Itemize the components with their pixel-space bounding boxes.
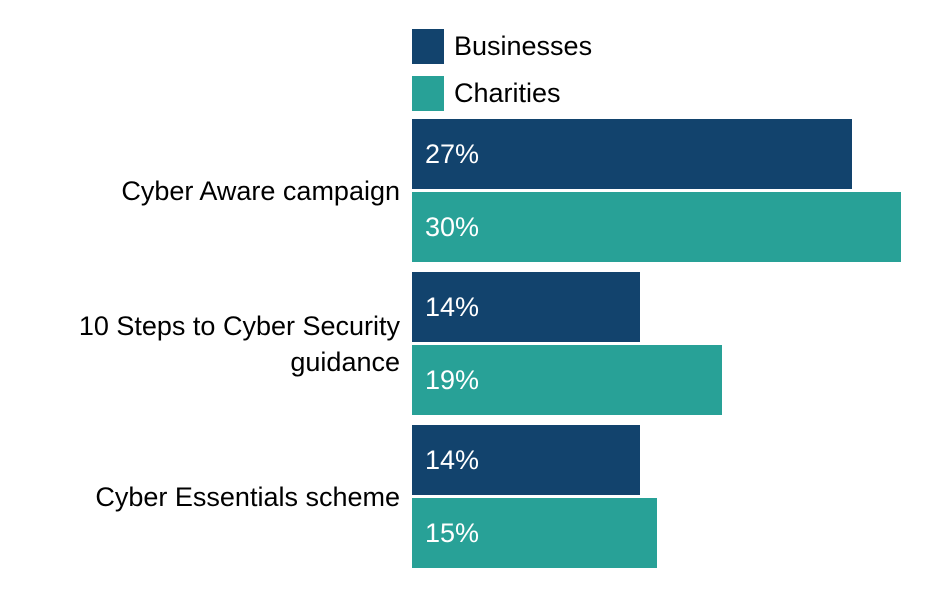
legend-item-charities: Charities [412, 76, 592, 111]
category-label-3: Cyber Essentials scheme [95, 481, 400, 512]
legend-label-businesses: Businesses [454, 31, 593, 61]
legend-label-charities: Charities [454, 78, 561, 108]
bar-charities-3: 15% [412, 498, 657, 568]
bar-value-label: 14% [425, 291, 480, 322]
bar-businesses-3: 14% [412, 425, 640, 495]
bar-pair-3: 14% 15% [412, 425, 657, 568]
bar-value-label: 30% [425, 211, 480, 242]
category-label-1: Cyber Aware campaign [121, 175, 400, 206]
bar-value-label: 15% [425, 517, 480, 548]
chart-group-2: 10 Steps to Cyber Security guidance 14% 19… [0, 272, 950, 415]
legend-swatch-charities [412, 76, 444, 111]
bar-value-label: 14% [425, 444, 480, 475]
chart-group-1: Cyber Aware campaign 27% 30% [0, 119, 950, 262]
category-label-2: 10 Steps to Cyber Security guidance [78, 310, 400, 377]
bar-charities-2: 19% [412, 345, 722, 415]
bar-value-label: 19% [425, 364, 480, 395]
bar-pair-1: 27% 30% [412, 119, 901, 262]
bar-value-label: 27% [425, 138, 480, 169]
legend: Businesses Charities [412, 29, 592, 123]
bar-businesses-1: 27% [412, 119, 852, 189]
bar-pair-2: 14% 19% [412, 272, 722, 415]
chart-group-3: Cyber Essentials scheme 14% 15% [0, 425, 950, 568]
legend-swatch-businesses [412, 29, 444, 64]
bar-businesses-2: 14% [412, 272, 640, 342]
bar-charities-1: 30% [412, 192, 901, 262]
legend-item-businesses: Businesses [412, 29, 592, 64]
